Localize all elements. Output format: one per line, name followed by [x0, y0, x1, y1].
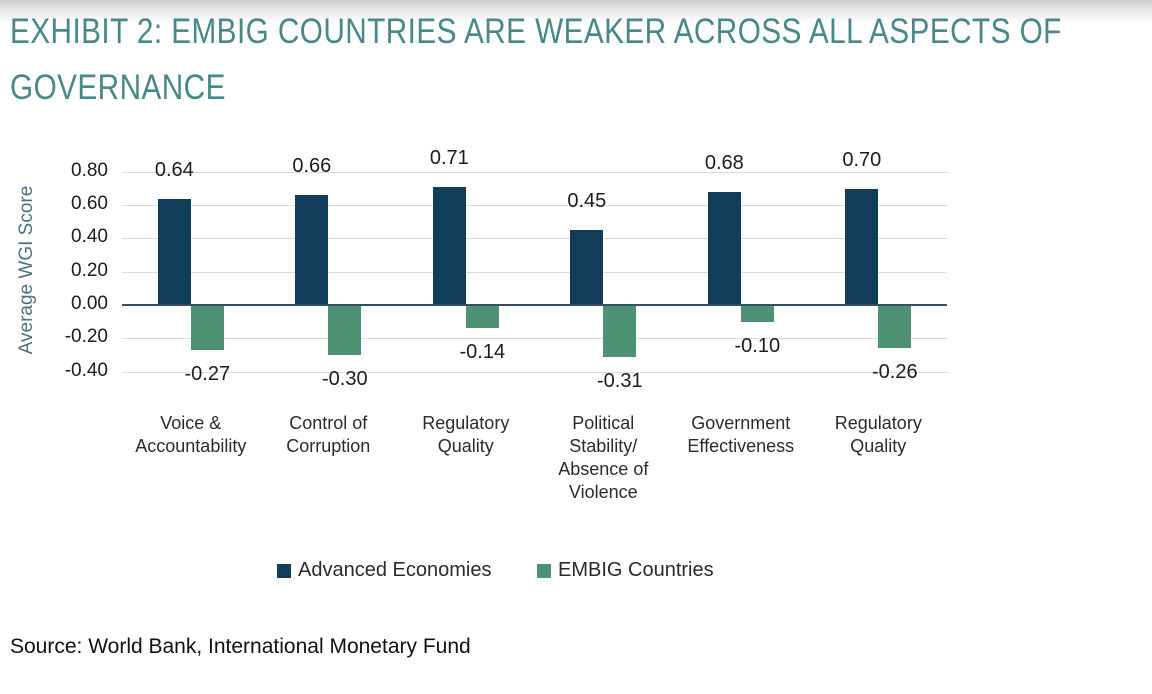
category-label: Government Effectiveness	[687, 413, 795, 456]
gridline	[122, 371, 947, 373]
legend-label: Advanced Economies	[298, 559, 492, 581]
value-label: 0.71	[429, 146, 469, 169]
legend-swatch-embig-countries	[537, 563, 551, 578]
category-label: Regulatory Quality	[422, 413, 510, 456]
value-label: -0.14	[459, 341, 506, 364]
y-tick-label: 0.60	[71, 193, 108, 215]
value-label: -0.27	[184, 362, 231, 385]
y-tick-label: 0.00	[71, 293, 108, 314]
zero-axis-line	[122, 304, 947, 306]
bar-embig-countries-3	[603, 305, 637, 357]
gridline	[122, 205, 947, 207]
value-label: -0.10	[734, 334, 781, 357]
value-label: 0.64	[154, 158, 194, 181]
gridline	[122, 171, 947, 173]
exhibit-title-line1: EXHIBIT 2: EMBIG COUNTRIES ARE WEAKER AC…	[10, 12, 1062, 51]
y-tick-label: 0.20	[71, 259, 108, 281]
bar-advanced-economies-4	[707, 191, 741, 305]
y-tick-label: 0.80	[71, 159, 108, 181]
bar-advanced-economies-5	[845, 188, 879, 305]
value-label: 0.70	[842, 148, 882, 171]
value-label: -0.31	[597, 369, 643, 392]
bar-advanced-economies-3	[570, 230, 604, 305]
value-label: -0.30	[322, 367, 368, 390]
bar-embig-countries-5	[878, 305, 912, 349]
exhibit-title-line2: GOVERNANCE	[10, 68, 226, 107]
legend-label: EMBIG Countries	[558, 559, 714, 581]
bar-advanced-economies-0	[157, 198, 191, 305]
exhibit-title: EXHIBIT 2: EMBIG COUNTRIES ARE WEAKER AC…	[10, 4, 1152, 116]
source-note: Source: World Bank, International Moneta…	[10, 635, 471, 658]
y-tick-label: -0.40	[64, 359, 108, 381]
category-label: Regulatory Quality	[834, 413, 922, 456]
bar-embig-countries-2	[465, 305, 499, 329]
bar-advanced-economies-2	[432, 186, 466, 305]
y-tick-label: -0.20	[64, 326, 108, 348]
bar-advanced-economies-1	[295, 195, 329, 305]
gridline	[122, 238, 947, 240]
legend-item-advanced-economies: Advanced Economies	[277, 559, 491, 582]
value-label: 0.68	[704, 151, 744, 174]
bar-embig-countries-0	[190, 305, 224, 350]
legend-item-embig-countries: EMBIG Countries	[537, 559, 714, 582]
category-label: Voice & Accountability	[135, 413, 247, 456]
category-label: Control of Corruption	[286, 413, 371, 456]
bar-embig-countries-1	[328, 305, 362, 355]
gridline	[122, 338, 947, 340]
y-tick-label: 0.40	[71, 226, 108, 248]
top-gradient	[0, 0, 1152, 24]
value-label: 0.66	[292, 155, 332, 178]
value-label: 0.45	[567, 190, 607, 213]
y-axis-title: Average WGI Score	[16, 185, 37, 355]
value-label: -0.26	[872, 361, 918, 384]
bar-embig-countries-4	[740, 305, 774, 322]
gridline	[122, 271, 947, 273]
category-label: Political Stability/ Absence of Violence	[558, 413, 649, 502]
legend-swatch-advanced-economies	[277, 563, 291, 578]
